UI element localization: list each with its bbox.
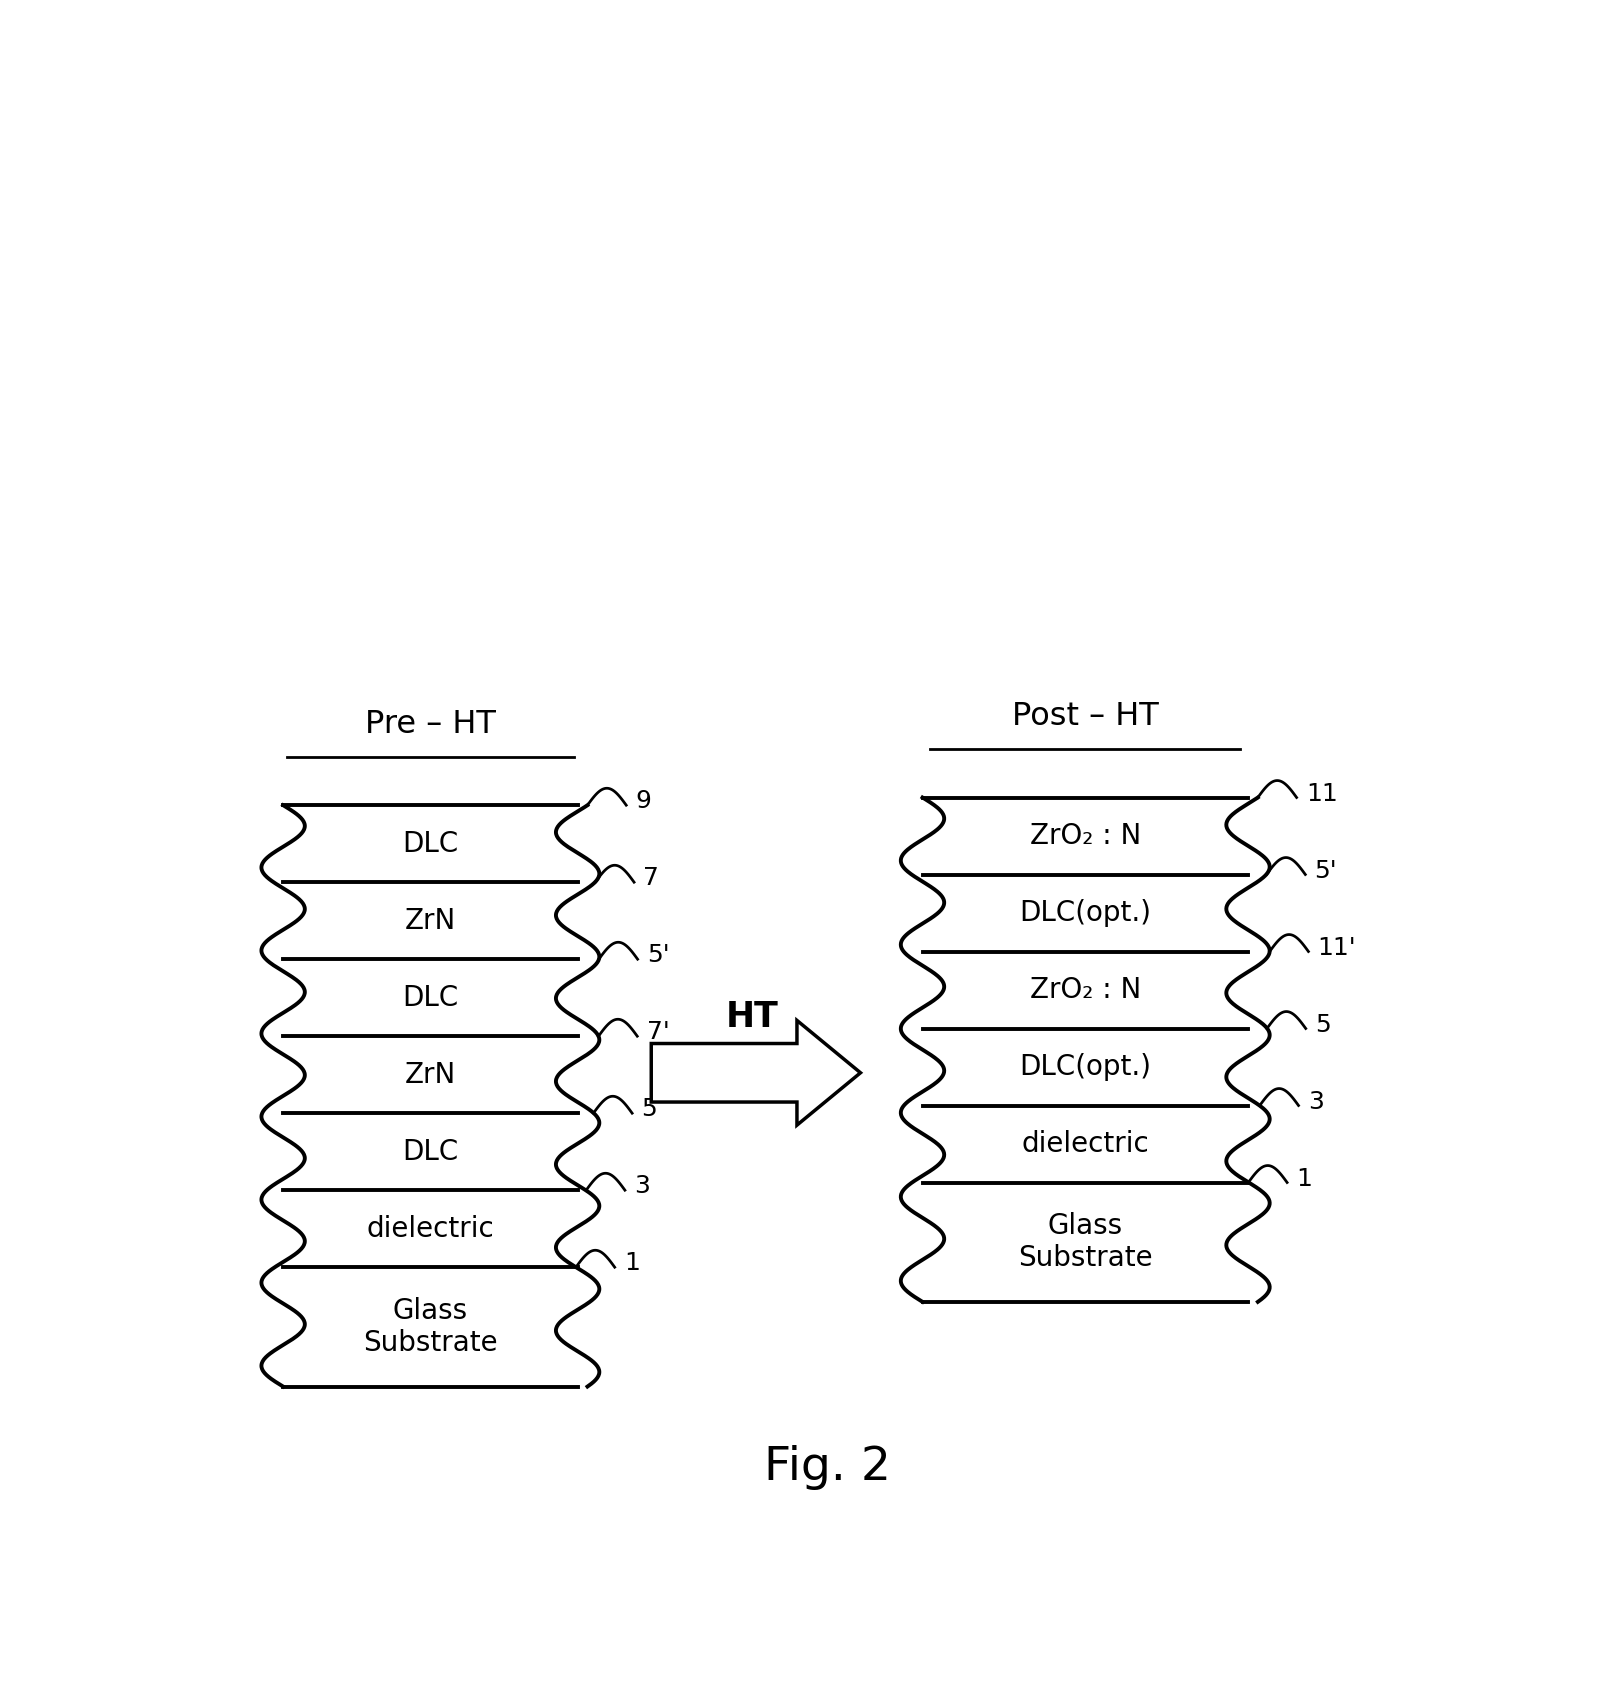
Text: 5: 5: [1315, 1013, 1332, 1037]
Text: DLC(opt.): DLC(opt.): [1020, 899, 1151, 928]
Text: 5: 5: [641, 1098, 657, 1122]
Text: DLC: DLC: [402, 1137, 458, 1166]
Text: Post – HT: Post – HT: [1012, 701, 1159, 731]
Text: HT: HT: [726, 1001, 778, 1035]
Text: DLC: DLC: [402, 984, 458, 1011]
Text: Glass
Substrate: Glass Substrate: [1018, 1212, 1152, 1272]
Text: 5': 5': [647, 943, 670, 967]
Text: 9: 9: [636, 789, 652, 813]
Text: 11: 11: [1306, 781, 1338, 806]
Text: 7: 7: [644, 866, 659, 890]
Text: Glass
Substrate: Glass Substrate: [363, 1298, 497, 1357]
Text: dielectric: dielectric: [1022, 1130, 1149, 1158]
Text: Fig. 2: Fig. 2: [763, 1444, 891, 1490]
Text: dielectric: dielectric: [366, 1214, 494, 1243]
Text: DLC: DLC: [402, 830, 458, 858]
Text: ZrN: ZrN: [405, 907, 457, 934]
Text: 7': 7': [647, 1020, 670, 1045]
Text: 3: 3: [1307, 1089, 1323, 1113]
Text: 11': 11': [1317, 936, 1356, 960]
Text: ZrO₂ : N: ZrO₂ : N: [1030, 822, 1141, 851]
Text: 3: 3: [634, 1175, 650, 1199]
Text: 1: 1: [1296, 1166, 1312, 1190]
Text: 5': 5': [1315, 859, 1338, 883]
Text: Pre – HT: Pre – HT: [365, 709, 495, 740]
Text: 1: 1: [625, 1251, 639, 1275]
Text: DLC(opt.): DLC(opt.): [1020, 1054, 1151, 1081]
Text: ZrN: ZrN: [405, 1061, 457, 1089]
Text: ZrO₂ : N: ZrO₂ : N: [1030, 975, 1141, 1004]
Polygon shape: [652, 1020, 860, 1125]
